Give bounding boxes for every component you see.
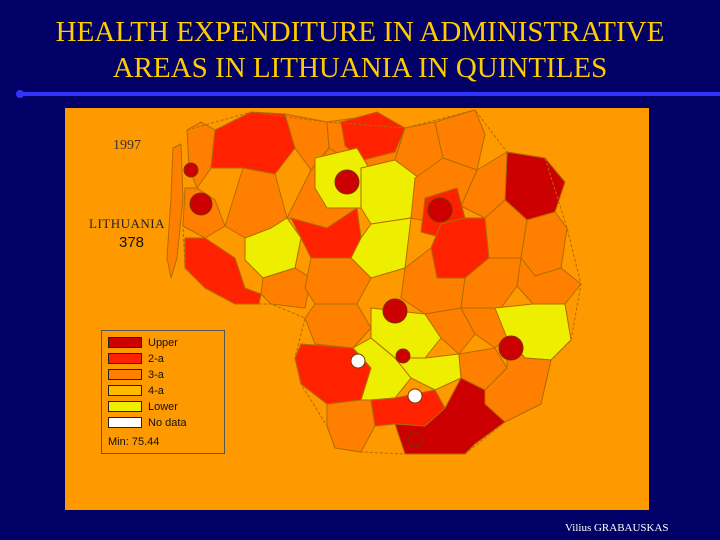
town-circle-palanga: [189, 192, 213, 216]
region-south-west-orange: [304, 303, 372, 349]
map-year: 1997: [113, 138, 141, 153]
map-legend: Upper 2-a 3-a 4-a Lower No data Min: 75.…: [101, 330, 225, 454]
legend-min: Min: 75.44: [108, 436, 160, 448]
legend-item-lower: Lower: [108, 400, 220, 414]
title-line-2: AREAS IN LITHUANIA IN QUINTILES: [112, 52, 608, 84]
region-south-orange-5: [326, 399, 376, 453]
region-curonian-spit: [166, 143, 184, 279]
legend-label: Lower: [148, 401, 178, 413]
legend-swatch: [108, 369, 142, 380]
region-west-yellow: [244, 217, 302, 279]
title-rule: [22, 92, 720, 96]
legend-label: 4-a: [148, 385, 164, 397]
title-rule-bullet: [16, 90, 24, 98]
map-panel: 1997 LITHUANIA 378 Upper 2-a 3-a 4-a Low…: [65, 108, 649, 510]
author-credit: Vilius GRABAUSKAS: [565, 522, 669, 534]
legend-label: 3-a: [148, 369, 164, 381]
legend-item-2a: 2-a: [108, 352, 220, 366]
legend-item-no-data: No data: [108, 416, 220, 430]
town-circle-alytus: [407, 432, 423, 448]
town-circle-jonava: [395, 348, 411, 364]
legend-label: 2-a: [148, 353, 164, 365]
legend-item-4a: 4-a: [108, 384, 220, 398]
region-west-orange: [260, 267, 312, 309]
legend-swatch: [108, 337, 142, 348]
slide-title: HEALTH EXPENDITURE IN ADMINISTRATIVE ARE…: [0, 14, 720, 86]
legend-swatch: [108, 385, 142, 396]
town-circle-vilnius: [498, 335, 524, 361]
legend-label: No data: [148, 417, 187, 429]
title-line-1: HEALTH EXPENDITURE IN ADMINISTRATIVE: [55, 16, 665, 48]
region-southwest-coast: [184, 237, 262, 305]
legend-swatch: [108, 401, 142, 412]
lithuania-map: [166, 109, 582, 455]
town-circle-siauliai: [334, 169, 360, 195]
country-label: LITHUANIA: [89, 216, 165, 231]
state-border: [182, 109, 582, 455]
town-circle-panevezys: [427, 197, 453, 223]
legend-item-upper: Upper: [108, 336, 220, 350]
region-coast-north: [186, 121, 216, 189]
region-north-1: [210, 111, 296, 175]
country-value: 378: [119, 234, 145, 251]
legend-item-3a: 3-a: [108, 368, 220, 382]
town-circle-nodata-1: [350, 353, 366, 369]
town-circle-klaipeda: [183, 162, 199, 178]
region-east-orange-3: [516, 257, 582, 305]
legend-label: Upper: [148, 337, 178, 349]
town-circle-nodata-2: [407, 388, 423, 404]
legend-swatch: [108, 417, 142, 428]
town-circle-kaunas: [382, 298, 408, 324]
legend-swatch: [108, 353, 142, 364]
region-south-orange-2: [424, 307, 476, 355]
